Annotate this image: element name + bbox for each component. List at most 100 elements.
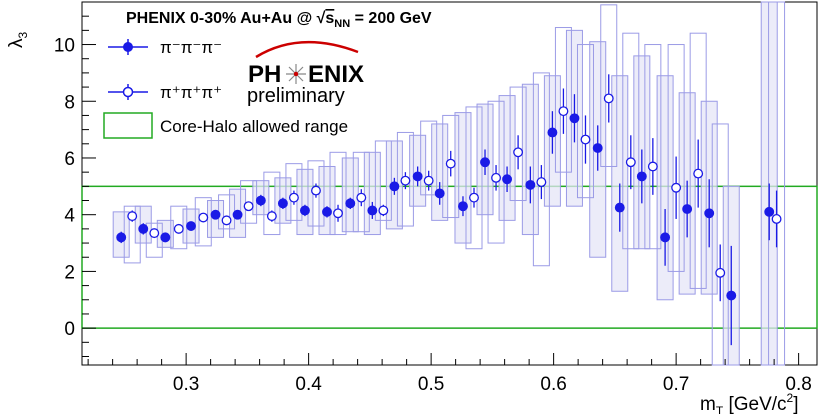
data-point-neg [726, 290, 737, 301]
plot-frame [81, 1, 818, 366]
logo-text-left: PH [248, 61, 281, 88]
data-point-neg [116, 232, 127, 243]
sys-box-neg [454, 112, 472, 244]
sys-box-neg [363, 151, 381, 236]
legend-label-neg: π⁻π⁻π⁻ [160, 38, 222, 57]
y-axis-title: λ3 [6, 32, 30, 49]
x-tick-label: 0.5 [418, 374, 444, 395]
sys-box-neg [656, 75, 674, 301]
data-point-pos [580, 134, 591, 145]
sys-box-neg [521, 83, 539, 236]
data-point-neg [592, 143, 603, 154]
phenix-logo: PH ENIX preliminary [247, 40, 364, 107]
data-point-pos [127, 211, 138, 222]
logo-arc [255, 40, 359, 59]
legend-label-band: Core-Halo allowed range [160, 117, 348, 136]
data-point-pos [423, 175, 434, 186]
data-point-pos [513, 147, 524, 158]
sys-box-pos [667, 44, 685, 272]
data-point-neg [682, 204, 693, 214]
data-point-neg [138, 223, 149, 234]
data-point-pos [400, 175, 411, 186]
sys-box-pos [622, 32, 640, 250]
legend-label-pos: π⁺π⁺π⁺ [160, 83, 222, 102]
sys-box-pos [307, 160, 325, 227]
data-point-neg [322, 206, 332, 217]
data-point-pos [149, 228, 160, 239]
data-point-neg [160, 232, 171, 243]
data-point-neg [210, 209, 221, 220]
sys-box-pos [194, 197, 212, 247]
sys-box-pos [487, 100, 505, 244]
data-point-pos [243, 201, 254, 212]
legend-marker-open [122, 86, 134, 98]
legend-entry-band: Core-Halo allowed range [103, 112, 348, 139]
sys-box-neg [341, 157, 359, 233]
logo-preliminary: preliminary [247, 85, 345, 107]
sys-box-pos [711, 123, 729, 366]
sys-box-pos [532, 72, 550, 267]
data-point-neg [480, 157, 490, 168]
data-point-neg [232, 209, 243, 220]
sys-box-neg [318, 165, 336, 236]
legend-entry-pos: π⁺π⁺π⁺ [108, 83, 222, 102]
data-point-pos [288, 192, 299, 203]
data-point-neg [412, 171, 423, 182]
logo-starburst-icon [286, 64, 306, 84]
data-point-neg [502, 174, 513, 185]
data-point-pos [311, 185, 321, 196]
data-point-pos [771, 213, 782, 224]
data-point-neg [569, 113, 580, 124]
data-point-pos [221, 215, 232, 226]
data-point-neg [525, 179, 536, 190]
data-point-neg [704, 208, 715, 219]
data-point-neg [389, 181, 400, 192]
y-tick-label: 8 [64, 92, 75, 113]
x-tick-label: 0.4 [295, 374, 322, 395]
data-point-pos [536, 177, 547, 188]
data-point-pos [356, 192, 367, 203]
y-tick-label: 10 [54, 36, 75, 57]
sys-box-neg [498, 95, 516, 221]
data-point-pos [266, 211, 277, 222]
data-point-pos [491, 172, 502, 183]
x-axis-title: mT [GeV/c2] [700, 391, 799, 414]
data-point-pos [671, 182, 682, 193]
y-tick-label: 2 [64, 262, 75, 283]
y-tick-label: 0 [64, 319, 75, 340]
data-point-neg [636, 171, 647, 182]
sys-box-pos [396, 131, 414, 227]
data-point-neg [660, 232, 671, 243]
data-point-neg [614, 202, 625, 213]
data-point-pos [333, 208, 343, 219]
sys-box-neg [431, 123, 449, 221]
data-point-neg [300, 205, 310, 216]
legend-entry-neg: π⁻π⁻π⁻ [108, 38, 222, 57]
data-point-neg [345, 198, 356, 209]
data-point-neg [255, 195, 266, 206]
x-tick-label: 0.3 [173, 374, 199, 395]
data-point-pos [198, 212, 209, 223]
data-point-pos [625, 157, 636, 168]
sys-box-pos [374, 140, 392, 221]
sys-box-pos [644, 44, 662, 250]
data-point-neg [186, 221, 196, 231]
data-point-pos [378, 205, 389, 216]
sys-box-pos [285, 163, 303, 221]
data-point-neg [367, 205, 378, 216]
x-tick-label: 0.6 [540, 374, 566, 395]
y-tick-label: 4 [64, 206, 75, 227]
y-tick-label: 6 [64, 149, 75, 170]
data-point-pos [445, 158, 456, 169]
sys-box-pos [329, 151, 347, 236]
data-point-neg [434, 188, 445, 199]
data-point-neg [547, 127, 558, 138]
data-point-pos [647, 161, 658, 172]
legend: π⁻π⁻π⁻ π⁺π⁺π⁺ Core-Halo allowed range [103, 38, 348, 139]
data-point-neg [458, 201, 468, 212]
sys-box-pos [509, 86, 527, 202]
data-point-pos [469, 192, 479, 203]
data-point-neg [764, 206, 775, 217]
